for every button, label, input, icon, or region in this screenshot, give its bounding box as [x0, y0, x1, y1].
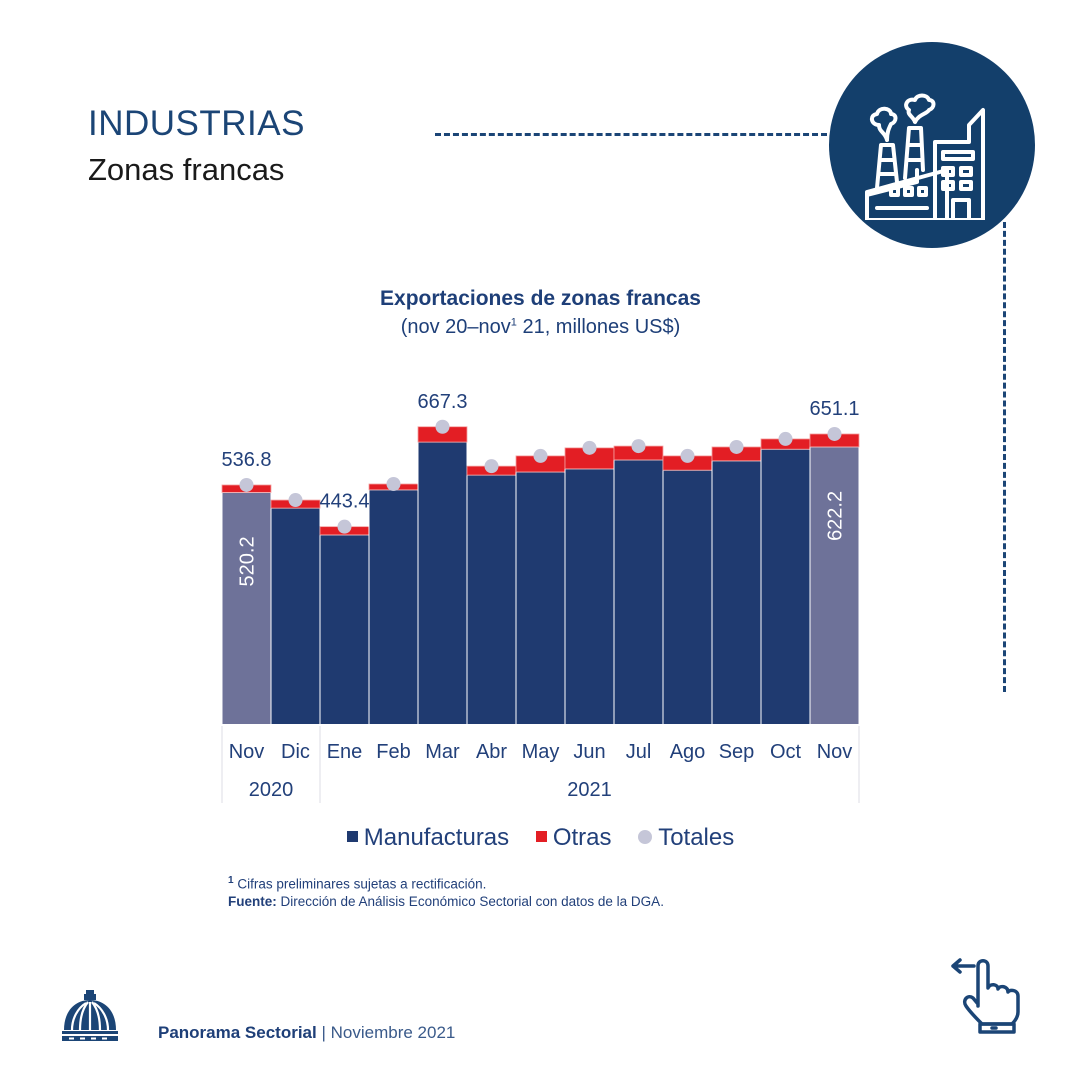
- x-tick-label: Feb: [376, 741, 410, 763]
- source-label: Fuente:: [228, 893, 277, 909]
- chart-notes: 1 Cifras preliminares sujetas a rectific…: [228, 872, 664, 910]
- chart-subtitle-post: 21, millones US$): [516, 316, 681, 338]
- bar-manufacturas: [368, 489, 419, 725]
- section-title: INDUSTRIAS: [88, 104, 305, 143]
- footer: Panorama Sectorial | Noviembre 2021: [158, 1023, 455, 1043]
- total-label: 667.3: [417, 391, 467, 413]
- total-marker: [484, 459, 499, 474]
- chart-title: Exportaciones de zonas francas: [380, 287, 701, 310]
- legend-item-manufacturas: Manufacturas: [346, 824, 510, 852]
- bar-manufacturas: [662, 469, 713, 725]
- total-label: 651.1: [809, 398, 859, 420]
- footnote-mark: 1: [228, 875, 234, 886]
- bar-manufacturas: [417, 441, 468, 725]
- x-tick-label: Sep: [719, 741, 755, 763]
- total-marker: [778, 431, 793, 446]
- bar-manufacturas: [760, 448, 811, 725]
- source-note: Fuente: Dirección de Análisis Económico …: [228, 893, 664, 910]
- x-tick-label: Ago: [670, 741, 706, 763]
- x-tick-label: Ene: [327, 741, 363, 763]
- bar-manufacturas: [270, 507, 321, 725]
- total-label: 536.8: [221, 449, 271, 471]
- bar-manufacturas: [711, 460, 762, 725]
- legend-swatch-totales: [638, 829, 653, 844]
- legend-item-otras: Otras: [535, 824, 612, 852]
- total-marker: [386, 476, 401, 491]
- x-tick-label: Jul: [626, 741, 652, 763]
- total-marker: [239, 477, 254, 492]
- legend-label: Manufacturas: [363, 824, 510, 851]
- legend-item-totales: Totales: [638, 824, 734, 852]
- x-tick-label: Oct: [770, 741, 802, 763]
- inner-value-label: 520.2: [237, 536, 259, 586]
- x-tick-label: Nov: [229, 741, 265, 763]
- publication-date: Noviembre 2021: [330, 1023, 456, 1042]
- stacked-bar-chart: 536.8 443.4 667.3 651.1 520.2 622.2 Nov Dic Ene F…: [221, 391, 860, 803]
- total-marker: [631, 439, 646, 454]
- vertical-dashed-divider: [1003, 222, 1006, 692]
- x-tick-label: Jun: [573, 741, 605, 763]
- legend-swatch-manufacturas: [346, 831, 358, 843]
- total-marker: [533, 448, 548, 463]
- horizontal-dashed-divider: [435, 133, 827, 136]
- chart-subtitle-pre: (nov 20–nov: [400, 316, 511, 338]
- publication-name: Panorama Sectorial: [158, 1023, 317, 1042]
- legend-swatch-otras: [535, 831, 547, 843]
- year-group-label: 2021: [567, 779, 612, 801]
- factory-icon: [865, 93, 985, 220]
- total-marker: [337, 519, 352, 534]
- bar-manufacturas: [515, 471, 566, 725]
- x-tick-label: May: [522, 741, 560, 763]
- bar-manufacturas: [319, 534, 370, 725]
- source-text: Dirección de Análisis Económico Sectoria…: [276, 893, 664, 909]
- legend-label: Totales: [658, 824, 735, 851]
- x-tick-label: Mar: [425, 741, 460, 763]
- total-marker: [435, 419, 450, 434]
- chart-legend: Manufacturas Otras Totales: [0, 824, 1081, 852]
- bar-manufacturas: [221, 491, 272, 725]
- footnote: 1 Cifras preliminares sujetas a rectific…: [228, 872, 664, 893]
- chart-subtitle-footnote-mark: 1: [510, 316, 517, 329]
- total-marker: [827, 426, 842, 441]
- bar-manufacturas: [613, 459, 664, 725]
- bar-manufacturas: [809, 446, 860, 725]
- dome-logo-icon: [60, 988, 120, 1049]
- total-marker: [582, 440, 597, 455]
- chart-subtitle: (nov 20–nov1 21, millones US$): [0, 316, 1081, 339]
- section-subtitle: Zonas francas: [88, 152, 285, 187]
- inner-value-label: 622.2: [825, 491, 847, 541]
- total-marker: [729, 439, 744, 454]
- factory-badge: [829, 42, 1035, 248]
- legend-label: Otras: [552, 824, 612, 851]
- x-tick-label: Abr: [476, 741, 507, 763]
- bar-manufacturas: [564, 468, 615, 725]
- footnote-text: Cifras preliminares sujetas a rectificac…: [237, 876, 487, 892]
- total-marker: [288, 493, 303, 508]
- footer-separator: |: [316, 1023, 331, 1042]
- bar-manufacturas: [466, 474, 517, 725]
- x-tick-label: Nov: [817, 741, 853, 763]
- year-group-label: 2020: [249, 779, 294, 801]
- total-label: 443.4: [319, 491, 369, 513]
- total-marker: [680, 448, 695, 463]
- x-tick-label: Dic: [281, 741, 310, 763]
- swipe-left-icon[interactable]: [948, 954, 1023, 1039]
